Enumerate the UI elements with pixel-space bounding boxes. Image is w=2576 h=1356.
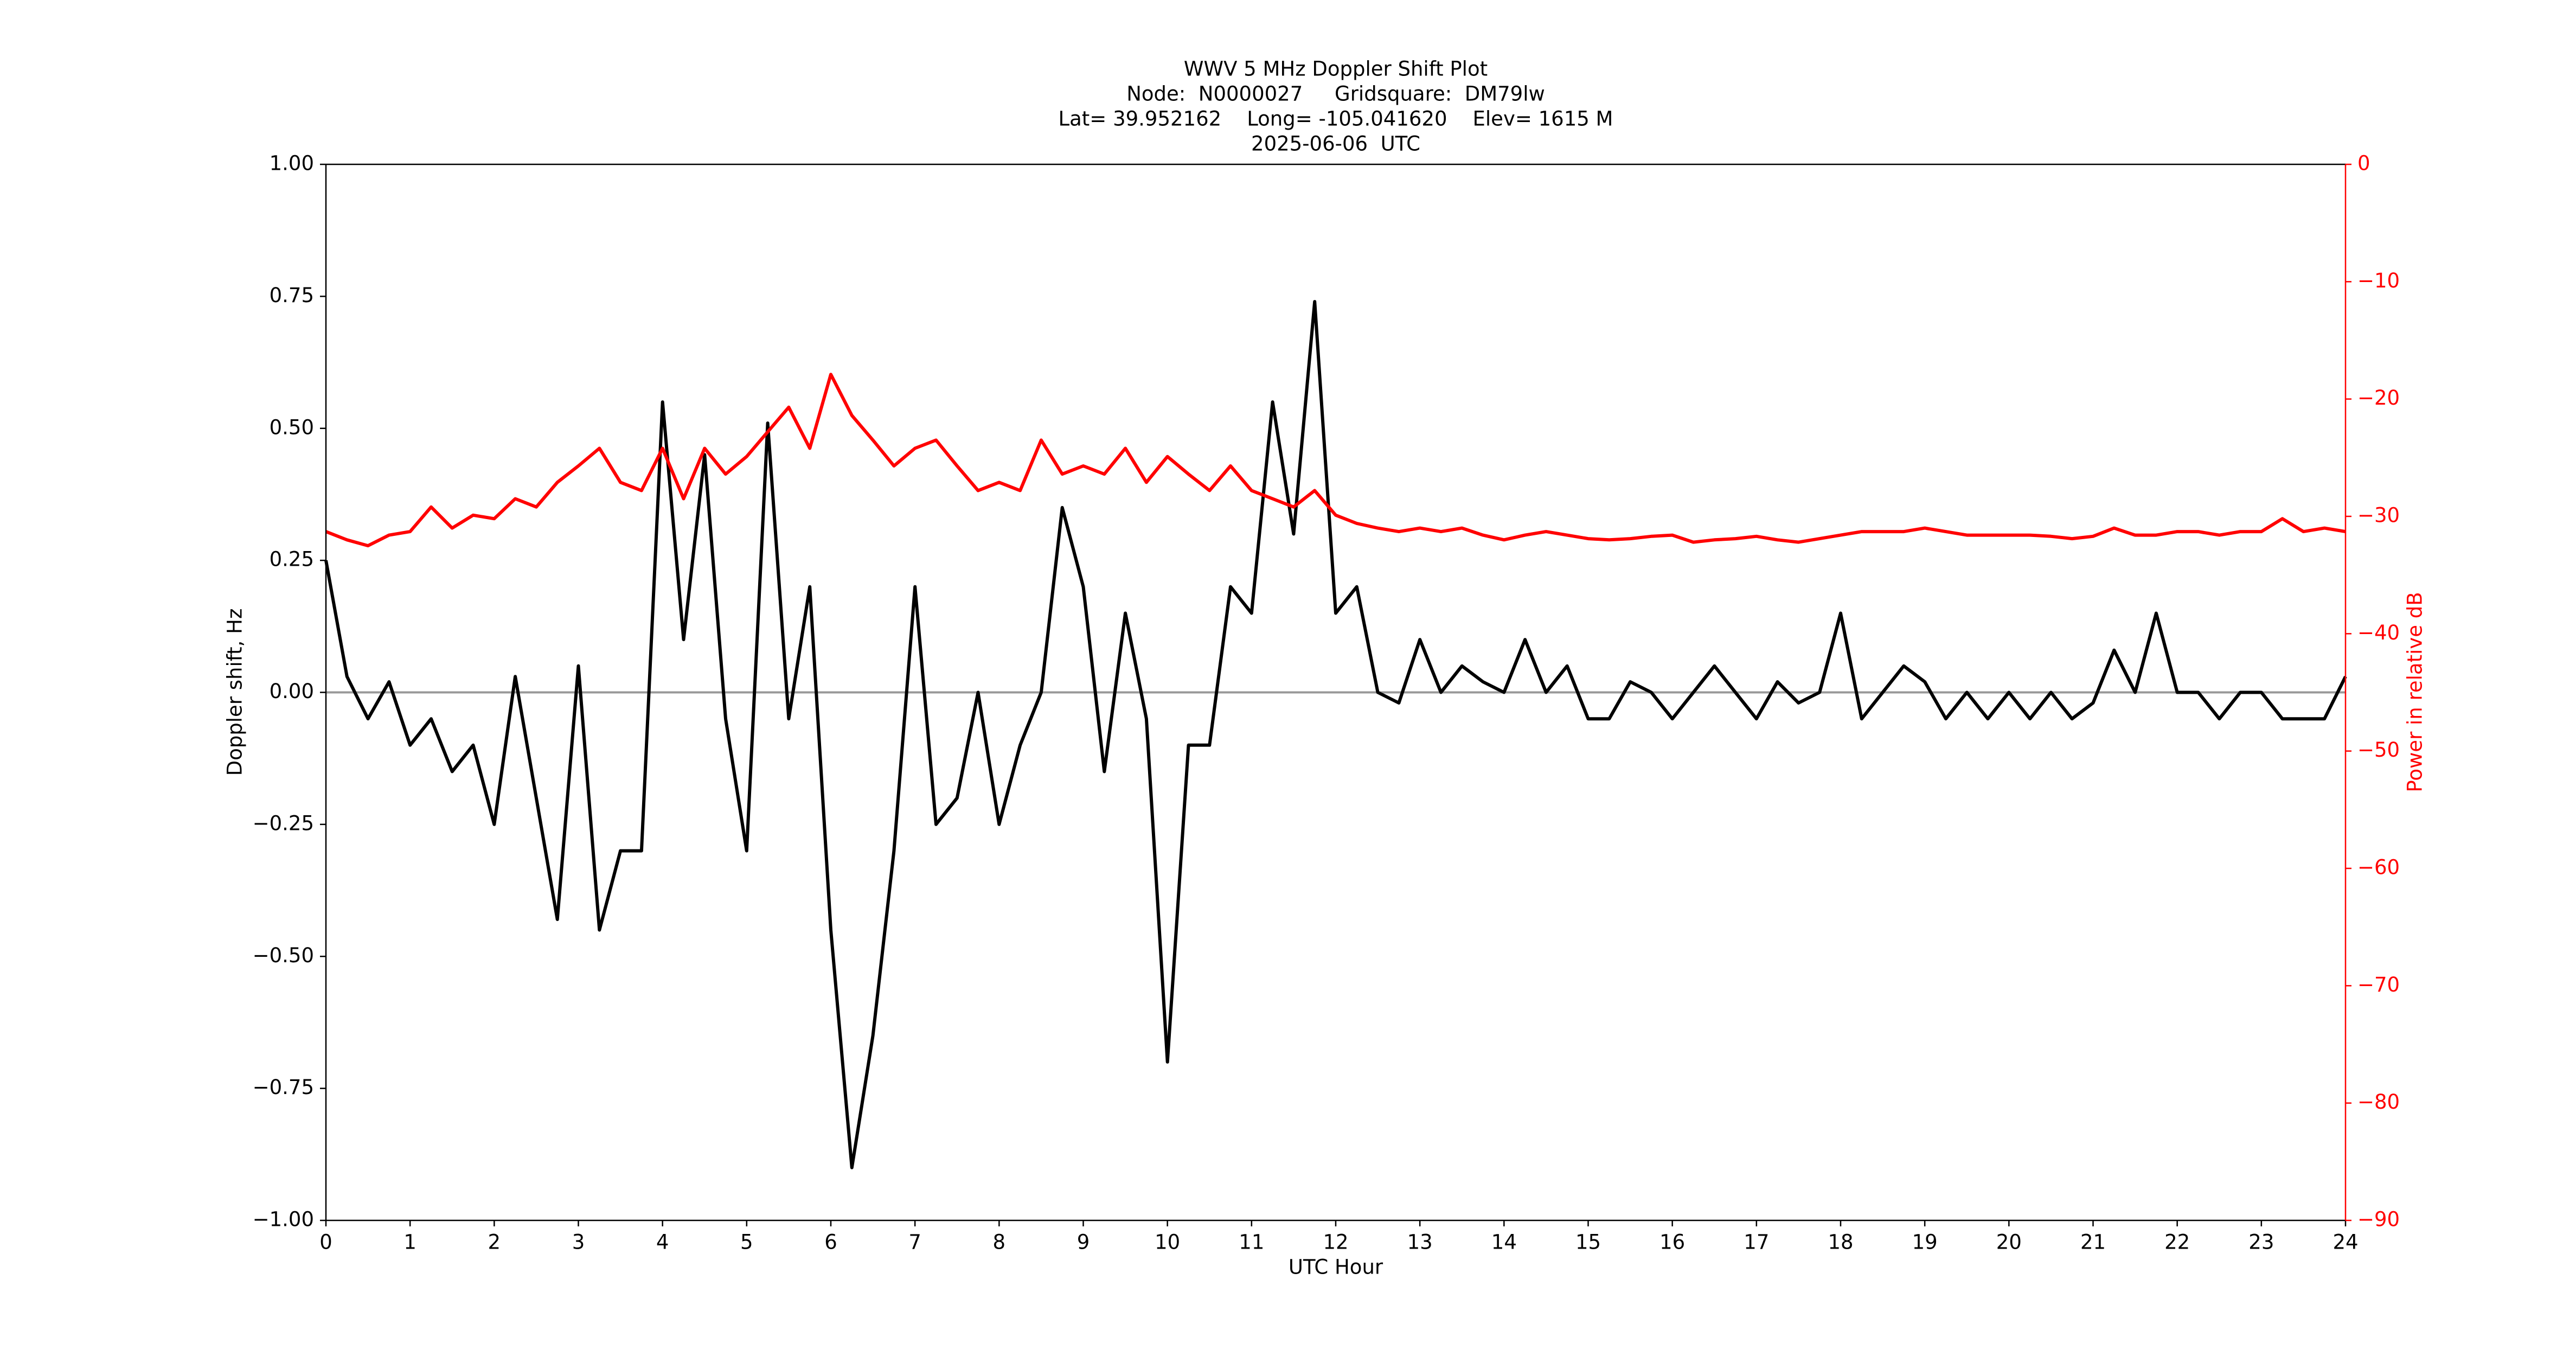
chart-subtitle: 2025-06-06 UTC (1251, 132, 1420, 156)
x-tick-label: 15 (1575, 1231, 1601, 1254)
y-tick-label: −0.50 (253, 944, 314, 967)
x-tick-label: 11 (1239, 1231, 1264, 1254)
y2-tick-label: −10 (2357, 269, 2400, 292)
x-tick-label: 7 (908, 1231, 921, 1254)
x-tick-label: 14 (1491, 1231, 1517, 1254)
y-tick-label: 0.00 (270, 680, 314, 703)
x-tick-label: 6 (824, 1231, 837, 1254)
y2-tick-label: −50 (2357, 738, 2400, 762)
y2-tick-label: −70 (2357, 973, 2400, 996)
chart-subtitle: Node: N0000027 Gridsquare: DM79lw (1126, 82, 1545, 106)
x-tick-label: 18 (1828, 1231, 1853, 1254)
x-tick-label: 1 (403, 1231, 416, 1254)
y-tick-label: 0.50 (270, 415, 314, 439)
x-tick-label: 4 (656, 1231, 669, 1254)
x-tick-label: 0 (319, 1231, 332, 1254)
y-tick-label: −1.00 (253, 1208, 314, 1231)
x-tick-label: 9 (1077, 1231, 1090, 1254)
x-tick-label: 5 (740, 1231, 753, 1254)
y-axis-label: Doppler shift, Hz (223, 609, 247, 776)
x-axis-label: UTC Hour (1289, 1256, 1383, 1279)
x-tick-label: 23 (2248, 1231, 2274, 1254)
x-tick-label: 17 (1744, 1231, 1769, 1254)
y-tick-label: −0.25 (253, 811, 314, 835)
x-tick-label: 13 (1407, 1231, 1433, 1254)
x-tick-label: 8 (993, 1231, 1006, 1254)
x-tick-label: 3 (572, 1231, 585, 1254)
y-tick-label: −0.75 (253, 1076, 314, 1099)
y2-tick-label: −30 (2357, 504, 2400, 527)
y2-tick-label: −80 (2357, 1090, 2400, 1114)
y2-tick-label: −20 (2357, 386, 2400, 410)
y2-axis-label: Power in relative dB (2404, 592, 2427, 792)
x-tick-label: 12 (1323, 1231, 1348, 1254)
chart-subtitle: Lat= 39.952162 Long= -105.041620 Elev= 1… (1059, 107, 1613, 131)
data-line (325, 373, 2346, 548)
x-tick-label: 2 (488, 1231, 501, 1254)
x-tick-label: 10 (1155, 1231, 1180, 1254)
x-tick-label: 19 (1912, 1231, 1938, 1254)
x-tick-label: 16 (1659, 1231, 1685, 1254)
y2-tick-label: −40 (2357, 621, 2400, 644)
x-tick-label: 20 (1996, 1231, 2022, 1254)
data-line (324, 300, 2347, 1169)
y2-tick-label: −60 (2357, 856, 2400, 879)
chart-title: WWV 5 MHz Doppler Shift Plot (1184, 57, 1488, 81)
y2-tick-label: −90 (2357, 1208, 2400, 1231)
y-tick-label: 1.00 (270, 152, 314, 175)
y-tick-label: 0.25 (270, 548, 314, 571)
x-tick-label: 22 (2164, 1231, 2190, 1254)
x-tick-label: 24 (2333, 1231, 2358, 1254)
x-tick-label: 21 (2080, 1231, 2106, 1254)
y2-tick-label: 0 (2357, 152, 2370, 175)
y-tick-label: 0.75 (270, 284, 314, 307)
